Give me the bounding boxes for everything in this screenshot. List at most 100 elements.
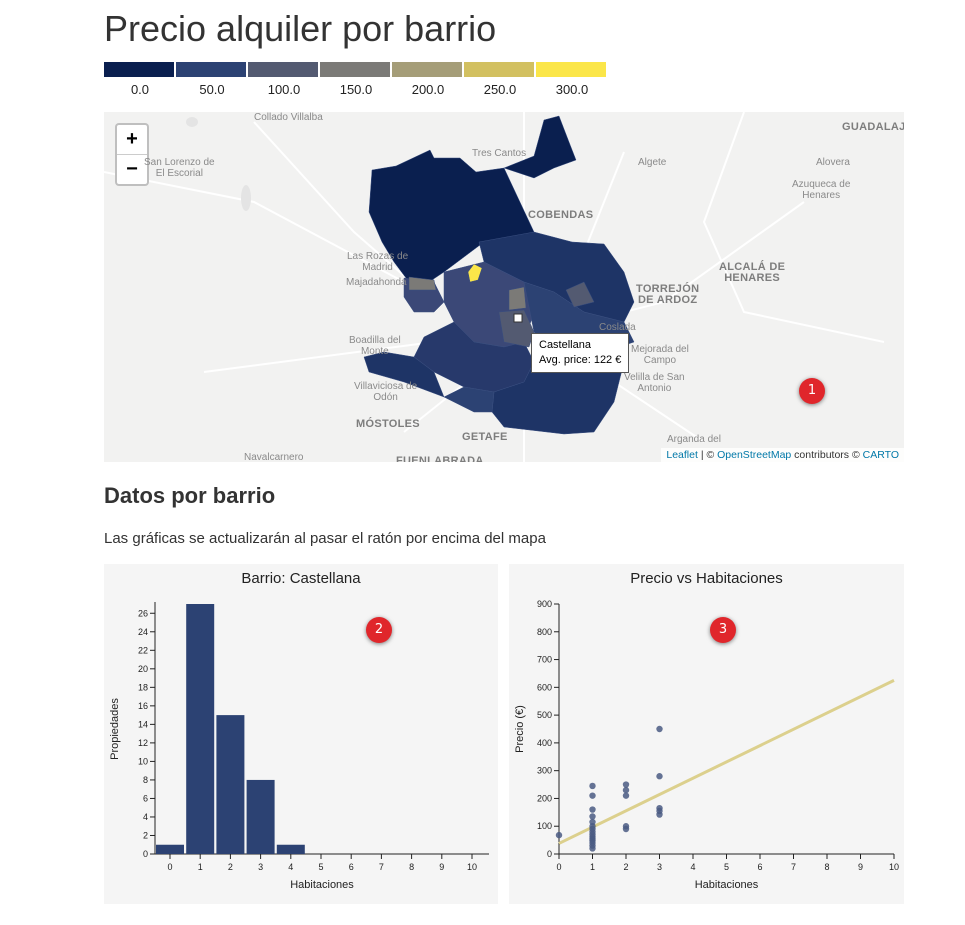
legend-label: 0.0 [130, 82, 150, 97]
scatter-point [622, 781, 630, 788]
y-tick-label: 400 [537, 738, 552, 748]
legend-swatch [464, 62, 534, 77]
legend-swatch [320, 62, 390, 77]
leaflet-link[interactable]: Leaflet [666, 449, 698, 461]
legend-label: 50.0 [199, 82, 225, 97]
place-label: San Lorenzo de El Escorial [144, 157, 215, 179]
place-label: Boadilla del Monte [349, 335, 401, 357]
y-tick-label: 100 [537, 821, 552, 831]
scatter-title: Precio vs Habitaciones [630, 570, 783, 587]
legend-label: 200.0 [411, 82, 445, 97]
y-tick-label: 500 [537, 710, 552, 720]
map-attribution: Leaflet | © OpenStreetMap contributors ©… [661, 448, 904, 462]
color-legend: 0.0 50.0 100.0 150.0 200.0 250.0 300.0 [104, 62, 608, 98]
zoom-control[interactable]: + − [115, 123, 149, 186]
place-label: Las Rozas de Madrid [347, 251, 409, 273]
x-tick-label: 2 [228, 862, 233, 872]
place-label: Majadahonda [346, 277, 407, 288]
y-tick-label: 200 [537, 793, 552, 803]
x-tick-label: 1 [198, 862, 203, 872]
zoom-out-button[interactable]: − [126, 158, 138, 180]
attribution-mid: contributors © [791, 449, 863, 461]
x-tick-label: 6 [757, 862, 762, 872]
place-label: TORREJÓN DE ARDOZ [636, 283, 700, 306]
legend-label: 300.0 [555, 82, 589, 97]
y-tick-label: 800 [537, 627, 552, 637]
y-tick-label: 22 [138, 645, 148, 655]
attribution-sep: | © [697, 449, 718, 461]
scatter-point [656, 773, 663, 780]
scatter-point [589, 806, 596, 813]
osm-link[interactable]: OpenStreetMap [717, 449, 792, 461]
carto-link[interactable]: CARTO [862, 449, 899, 461]
scatter-point [589, 792, 596, 799]
scatter-point [656, 725, 663, 733]
place-label: GETAFE [462, 431, 508, 443]
map-layer[interactable] [104, 112, 904, 462]
place-label: Navalcarnero [244, 452, 304, 462]
x-tick-label: 3 [657, 862, 662, 872]
place-label: Arganda del [667, 434, 721, 445]
zoom-in-button[interactable]: + [117, 125, 147, 155]
legend-swatch [176, 62, 246, 77]
page-title: Precio alquiler por barrio [104, 8, 497, 49]
x-axis-title: Habitaciones [695, 879, 759, 891]
x-tick-label: 8 [409, 862, 414, 872]
scatter-panel: Precio vs Habitaciones 0 100 200 300 400 500 6… [509, 564, 904, 904]
place-label: Velilla de San Antonio [624, 372, 685, 394]
y-tick-label: 2 [143, 830, 148, 840]
place-label: Alovera [816, 157, 850, 168]
x-tick-label: 0 [556, 862, 561, 872]
reservoirs [186, 117, 251, 211]
tooltip-neighborhood: Castellana [539, 339, 591, 351]
trend-line [558, 679, 895, 845]
x-tick-label: 8 [824, 862, 829, 872]
y-tick-label: 700 [537, 655, 552, 665]
scatter-point [589, 782, 596, 790]
place-label: Tres Cantos [472, 148, 527, 159]
annotation-marker-1: 1 [799, 378, 825, 404]
y-tick-label: 14 [138, 719, 148, 729]
annotation-marker-3: 3 [710, 617, 736, 643]
y-tick-label: 900 [537, 599, 552, 609]
y-tick-label: 12 [138, 738, 148, 748]
x-tick-label: 7 [791, 862, 796, 872]
y-tick-label: 600 [537, 682, 552, 692]
y-tick-label: 6 [143, 793, 148, 803]
scatter-point [622, 792, 630, 799]
annotation-marker-2: 2 [366, 617, 392, 643]
y-tick-label: 16 [138, 701, 148, 711]
place-label: Algete [638, 157, 667, 168]
x-tick-label: 10 [467, 862, 477, 872]
hover-marker [513, 313, 523, 323]
choropleth-map[interactable]: + − Collado Villalba San Lorenzo de El Es… [104, 112, 904, 462]
section-title: Datos por barrio [104, 483, 276, 508]
y-tick-label: 18 [138, 682, 148, 692]
x-axis-title: Habitaciones [290, 879, 354, 891]
place-label: Mejorada del Campo [631, 344, 689, 366]
x-tick-label: 5 [724, 862, 729, 872]
y-tick-label: 0 [547, 849, 552, 859]
x-tick-label: 9 [858, 862, 863, 872]
place-label: ALCALÁ DE HENARES [719, 261, 786, 284]
place-label: MÓSTOLES [356, 418, 420, 430]
place-label: Azuqueca de Henares [792, 179, 851, 201]
legend-swatch [392, 62, 462, 77]
x-tick-label: 9 [439, 862, 444, 872]
y-tick-label: 10 [138, 756, 148, 766]
x-tick-label: 7 [379, 862, 384, 872]
legend-label: 100.0 [267, 82, 301, 97]
x-tick-label: 1 [590, 862, 595, 872]
scatter-point [622, 825, 630, 833]
histogram-bar [216, 715, 245, 854]
legend-swatch [536, 62, 606, 77]
place-label: COBENDAS [528, 209, 594, 221]
x-tick-label: 0 [167, 862, 172, 872]
y-tick-label: 26 [138, 608, 148, 618]
scatter-chart: 0 100 200 300 400 500 600 700 800 900 0 1 2 3 4 5 6 7 8 9 10… [514, 599, 899, 891]
scatter-point [555, 831, 563, 839]
x-tick-label: 4 [690, 862, 695, 872]
place-label: Coslada [599, 322, 636, 333]
scatter-point [656, 811, 663, 818]
